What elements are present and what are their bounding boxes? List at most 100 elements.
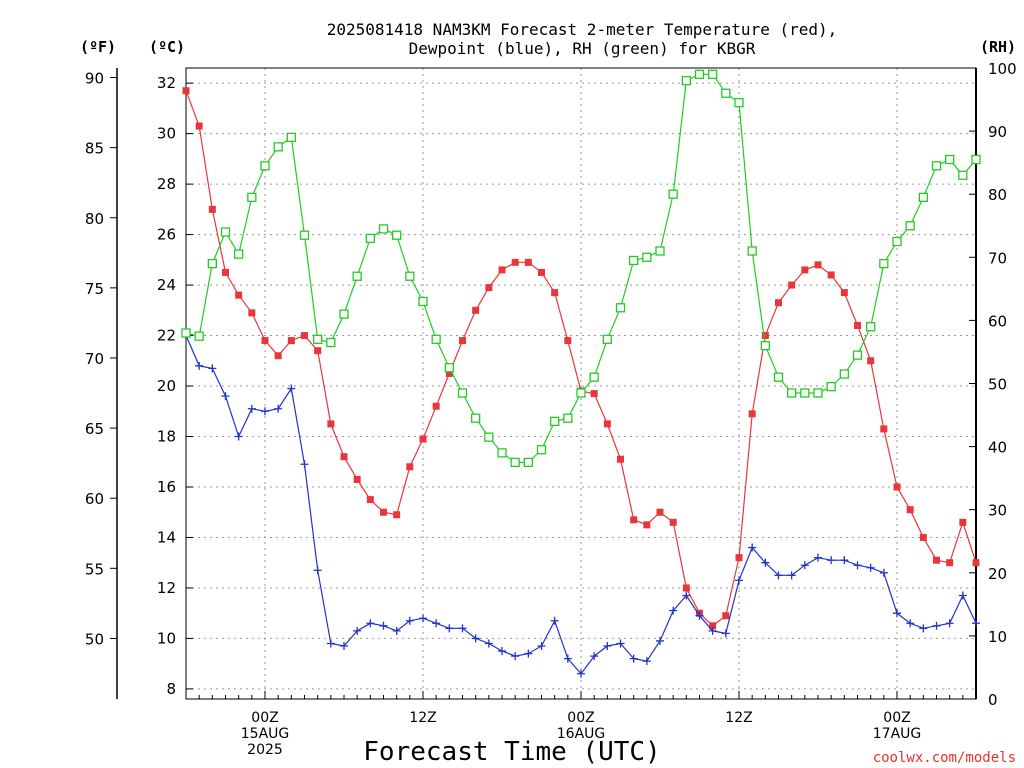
data-point (235, 291, 243, 299)
data-point (472, 306, 480, 314)
data-point (551, 289, 559, 297)
data-point (933, 556, 940, 564)
data-point (893, 609, 901, 618)
data-point (195, 361, 204, 370)
celsius-tick-label: 24 (157, 276, 176, 294)
data-point (630, 516, 638, 524)
data-point (234, 249, 244, 259)
data-point (852, 350, 863, 360)
data-point (814, 553, 822, 562)
data-point (945, 154, 955, 165)
data-point (946, 559, 954, 567)
data-point (392, 626, 401, 635)
celsius-tick-label: 12 (157, 579, 176, 597)
data-point (695, 611, 704, 620)
x-tick-label: 15AUG (241, 726, 290, 742)
data-point (615, 303, 626, 313)
data-point (629, 255, 639, 266)
data-point (550, 616, 559, 625)
data-point (379, 621, 388, 630)
data-point (854, 321, 861, 329)
data-point (260, 161, 270, 171)
data-point (352, 271, 362, 281)
data-point (787, 388, 797, 398)
data-point (773, 372, 784, 382)
celsius-tick-label: 20 (157, 377, 176, 395)
data-point (577, 669, 585, 678)
grid-lines (186, 68, 976, 699)
data-point (261, 337, 269, 345)
rh-tick-label: 20 (988, 565, 1007, 583)
data-point (971, 154, 981, 165)
data-point (879, 258, 889, 269)
data-point (668, 189, 678, 199)
celsius-tick-label: 32 (157, 74, 176, 92)
data-point (194, 331, 204, 341)
data-point (497, 448, 507, 458)
data-point (247, 192, 257, 203)
data-point (274, 404, 283, 413)
data-point (221, 392, 230, 401)
data-point (365, 233, 375, 244)
data-point (866, 563, 875, 572)
rh-tick-label: 100 (988, 60, 1017, 78)
rh-tick-label: 0 (988, 691, 998, 709)
data-point (721, 629, 730, 638)
x-tick-label: 00Z (251, 710, 278, 726)
fahrenheit-tick-label: 55 (85, 560, 104, 578)
data-point (919, 624, 928, 633)
data-point (419, 435, 427, 443)
rh-tick-label: 10 (988, 628, 1007, 646)
data-point (721, 88, 731, 98)
data-point (906, 619, 915, 628)
data-point (419, 614, 427, 623)
data-point (694, 69, 705, 79)
rh-tick-label: 40 (988, 439, 1007, 457)
data-point (788, 281, 796, 289)
data-point (195, 122, 203, 130)
data-point (959, 518, 967, 526)
data-point (735, 576, 743, 585)
data-point (814, 261, 822, 269)
data-point (432, 619, 441, 628)
data-point (378, 224, 389, 234)
data-point (457, 388, 468, 398)
data-point (880, 425, 888, 433)
data-point (800, 388, 810, 398)
celsius-tick-label: 18 (157, 428, 176, 446)
data-point (774, 571, 783, 580)
data-point (340, 453, 348, 461)
celsius-tick-label: 30 (157, 125, 176, 143)
data-point (958, 170, 968, 180)
data-point (827, 556, 836, 565)
data-point (563, 413, 573, 423)
data-point (445, 624, 454, 633)
data-point (431, 334, 441, 344)
data-point (813, 388, 823, 398)
data-point (287, 337, 295, 345)
data-point (945, 619, 954, 628)
celsius-tick-label: 8 (166, 680, 176, 698)
data-point (286, 132, 296, 143)
data-point (761, 332, 769, 340)
data-point (590, 652, 599, 661)
data-point (800, 561, 809, 570)
x-tick-label: 00Z (883, 710, 910, 726)
data-point (919, 533, 927, 541)
data-point (801, 266, 809, 274)
data-point (222, 268, 229, 276)
data-point (840, 289, 848, 297)
data-point (299, 230, 310, 240)
data-point (313, 334, 323, 344)
data-point (603, 420, 611, 428)
x-tick-label: 16AUG (557, 726, 606, 742)
data-point (681, 75, 691, 86)
data-point (747, 246, 757, 256)
data-point (484, 432, 494, 442)
fahrenheit-tick-label: 50 (85, 630, 104, 648)
data-point (669, 518, 677, 526)
data-point (207, 258, 217, 269)
data-point (261, 407, 269, 416)
data-point (616, 639, 625, 648)
data-point (471, 413, 481, 423)
